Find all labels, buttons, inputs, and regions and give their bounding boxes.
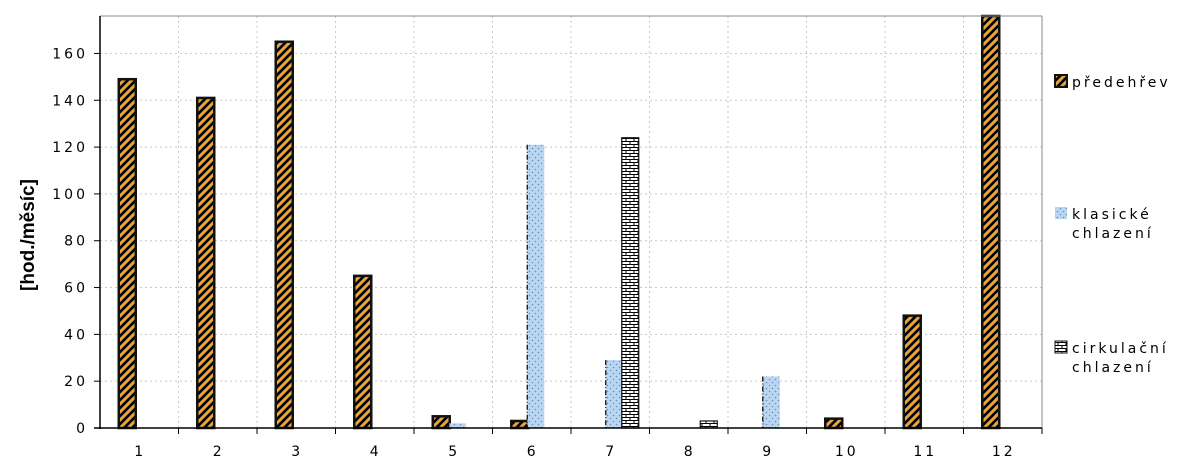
- legend-swatch-3: [1054, 340, 1068, 354]
- bar-1-4: [353, 274, 373, 430]
- y-tick-label: 100: [52, 187, 88, 203]
- bar-2-6: [527, 144, 545, 428]
- bar-2-7: [605, 360, 623, 428]
- x-tick-label: 3: [291, 444, 303, 460]
- bar-1-5: [431, 415, 451, 430]
- x-tick-label: 1: [134, 444, 146, 460]
- y-tick-label: 0: [76, 421, 88, 437]
- x-tick-label: 5: [448, 444, 460, 460]
- bar-1-2: [196, 96, 216, 430]
- x-tick-label: 2: [213, 444, 225, 460]
- bar-1-3: [274, 40, 294, 430]
- x-tick-label: 7: [605, 444, 617, 460]
- x-tick-label: 9: [762, 444, 774, 460]
- bar-3-7: [621, 137, 640, 429]
- legend-label-1: předehřev: [1072, 75, 1171, 91]
- bar-1-12: [981, 14, 1001, 430]
- bar-1-10: [824, 417, 844, 430]
- legend-label-3: cirkulační chlazení: [1072, 341, 1169, 376]
- y-tick-label: 80: [64, 234, 88, 250]
- bar-1-6: [510, 419, 530, 430]
- legend-swatch-1: [1054, 74, 1068, 88]
- bar-2-9: [762, 376, 780, 428]
- y-tick-label: 160: [52, 46, 88, 62]
- y-tick-label: 140: [52, 93, 88, 109]
- bar-2-5: [448, 423, 466, 428]
- y-tick-label: 20: [64, 374, 88, 390]
- y-tick-label: 60: [64, 281, 88, 297]
- y-tick-label: 40: [64, 327, 88, 343]
- gridlines: [100, 16, 1042, 428]
- y-axis-label: [hod./měsíc]: [18, 179, 39, 291]
- x-tick-label: 10: [835, 444, 859, 460]
- x-tick-labels: 1 2 3 4 5 6 7 8 9 10 11 12: [134, 444, 1016, 460]
- bar-1-11: [902, 314, 922, 430]
- legend: předehřev klasické chlazení cirkulační chlaz…: [1054, 74, 1171, 376]
- bars: [117, 14, 1001, 430]
- bar-3-8: [699, 420, 718, 429]
- x-tick-label: 11: [913, 444, 937, 460]
- legend-label-2: klasické chlazení: [1072, 207, 1154, 242]
- axes: [94, 15, 1043, 434]
- y-tick-labels: 0 20 40 60 80 100 120 140 160: [52, 46, 88, 437]
- legend-swatch-2: [1055, 207, 1067, 219]
- bar-1-1: [117, 77, 137, 430]
- x-tick-label: 6: [527, 444, 539, 460]
- y-tick-label: 120: [52, 140, 88, 156]
- x-tick-label: 4: [370, 444, 382, 460]
- x-tick-label: 12: [992, 444, 1016, 460]
- x-tick-label: 8: [684, 444, 696, 460]
